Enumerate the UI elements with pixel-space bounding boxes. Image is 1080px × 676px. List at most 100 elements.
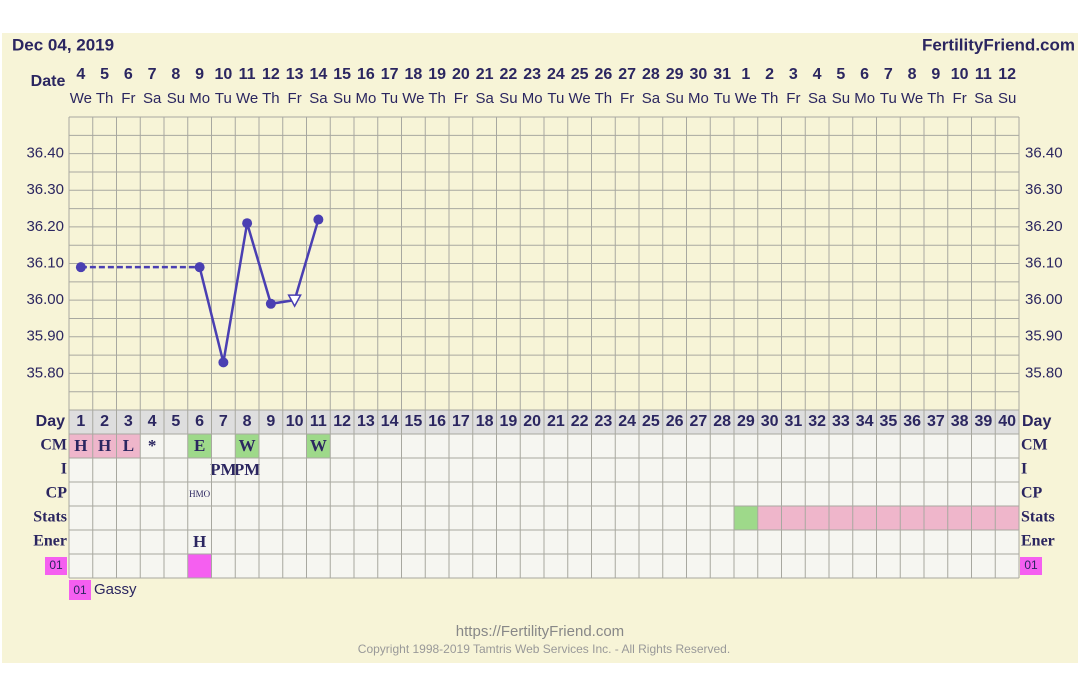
weekday-label: We <box>569 90 591 107</box>
weekday-label: Fr <box>454 90 468 107</box>
date-label: 2 <box>765 66 774 83</box>
day-number: 16 <box>428 413 446 430</box>
cell-fill <box>805 506 829 530</box>
cell-fill <box>116 434 141 458</box>
y-tick-label: 36.10 <box>26 254 64 271</box>
y-tick-label-right: 35.80 <box>1025 364 1063 381</box>
weekday-label: Tu <box>381 90 398 107</box>
row-label: CM <box>40 437 67 454</box>
point-triangle <box>287 294 302 308</box>
weekday-label: Sa <box>974 90 993 107</box>
date-label: 26 <box>594 66 612 83</box>
date-label: 19 <box>428 66 446 83</box>
day-number: 11 <box>310 413 327 430</box>
date-label: 4 <box>813 66 822 83</box>
cell-fill <box>187 434 212 458</box>
date-label: 25 <box>571 66 589 83</box>
day-row-label: Day <box>36 413 65 430</box>
weekday-label: Mo <box>355 90 376 107</box>
weekday-label: Th <box>761 90 779 107</box>
weekday-label: Th <box>927 90 945 107</box>
date-label: 28 <box>642 66 660 83</box>
day-number: 7 <box>219 413 228 430</box>
day-number: 17 <box>452 413 470 430</box>
date-label: 7 <box>884 66 893 83</box>
row-label: Ener <box>33 533 67 550</box>
cell-fill <box>971 506 996 530</box>
temperature-line <box>198 219 320 363</box>
day-number: 40 <box>998 413 1016 430</box>
date-label: 1 <box>741 66 750 83</box>
point <box>75 262 86 273</box>
date-label: 23 <box>523 66 541 83</box>
cell-fill <box>781 506 806 530</box>
y-tick-label-right: 35.90 <box>1025 328 1063 345</box>
day-number: 4 <box>148 413 157 430</box>
weekday-label: Su <box>665 90 683 107</box>
cell-text: PM <box>234 460 260 479</box>
chart-date: Dec 04, 2019 <box>12 35 114 54</box>
y-tick-label: 36.40 <box>26 145 64 162</box>
row-label-right: CM <box>1021 437 1048 454</box>
weekday-label: Mo <box>854 90 875 107</box>
cell-fill <box>734 506 758 530</box>
day-number: 19 <box>499 413 517 430</box>
weekday-label: Fr <box>953 90 967 107</box>
row-label-right: 01 <box>1024 558 1038 572</box>
row-label-right: Stats <box>1021 509 1055 526</box>
row-label: I <box>61 461 67 478</box>
date-label: 22 <box>499 66 517 83</box>
weekday-label: We <box>735 90 757 107</box>
day-number: 21 <box>547 413 565 430</box>
legend-swatch <box>69 580 91 600</box>
date-label: 6 <box>124 66 133 83</box>
cell-fill <box>69 434 93 458</box>
day-row-label-right: Day <box>1022 413 1051 430</box>
day-number: 22 <box>571 413 589 430</box>
point <box>313 214 324 225</box>
row-label: 01 <box>49 558 63 572</box>
x-label: Date <box>31 73 66 90</box>
day-number: 20 <box>523 413 541 430</box>
weekday-label: Tu <box>215 90 232 107</box>
date-label: 30 <box>689 66 707 83</box>
row-label-right: Ener <box>1021 533 1055 550</box>
day-number: 13 <box>357 413 375 430</box>
date-label: 18 <box>404 66 422 83</box>
weekday-label: Th <box>428 90 446 107</box>
day-number: 24 <box>618 413 636 430</box>
cell-text: H <box>98 436 111 455</box>
weekday-label: Mo <box>189 90 210 107</box>
date-label: 20 <box>452 66 470 83</box>
date-label: 6 <box>860 66 869 83</box>
row-label: Stats <box>33 509 67 526</box>
row-label-box-right <box>1020 557 1042 575</box>
date-label: 10 <box>214 66 232 83</box>
point <box>218 357 229 368</box>
weekday-label: We <box>236 90 258 107</box>
cell-fill <box>900 506 924 530</box>
y-tick-label: 36.20 <box>26 218 64 235</box>
weekday-label: We <box>901 90 923 107</box>
date-label: 15 <box>333 66 351 83</box>
y-tick-label: 36.30 <box>26 181 64 198</box>
y-tick-label: 35.90 <box>26 328 64 345</box>
day-number: 1 <box>76 413 85 430</box>
date-label: 27 <box>618 66 636 83</box>
weekday-label: Fr <box>288 90 302 107</box>
row-label-right: I <box>1021 461 1027 478</box>
weekday-label: Su <box>832 90 850 107</box>
day-number: 2 <box>100 413 109 430</box>
day-number: 3 <box>124 413 133 430</box>
weekday-label: Tu <box>547 90 564 107</box>
date-label: 13 <box>286 66 304 83</box>
weekday-label: Th <box>595 90 613 107</box>
date-label: 5 <box>836 66 845 83</box>
footer-url: https://FertilityFriend.com <box>456 623 624 640</box>
date-label: 17 <box>381 66 399 83</box>
y-tick-label: 35.80 <box>26 364 64 381</box>
weekday-label: Sa <box>808 90 827 107</box>
day-number: 31 <box>784 413 802 430</box>
y-tick-label-right: 36.20 <box>1025 218 1063 235</box>
